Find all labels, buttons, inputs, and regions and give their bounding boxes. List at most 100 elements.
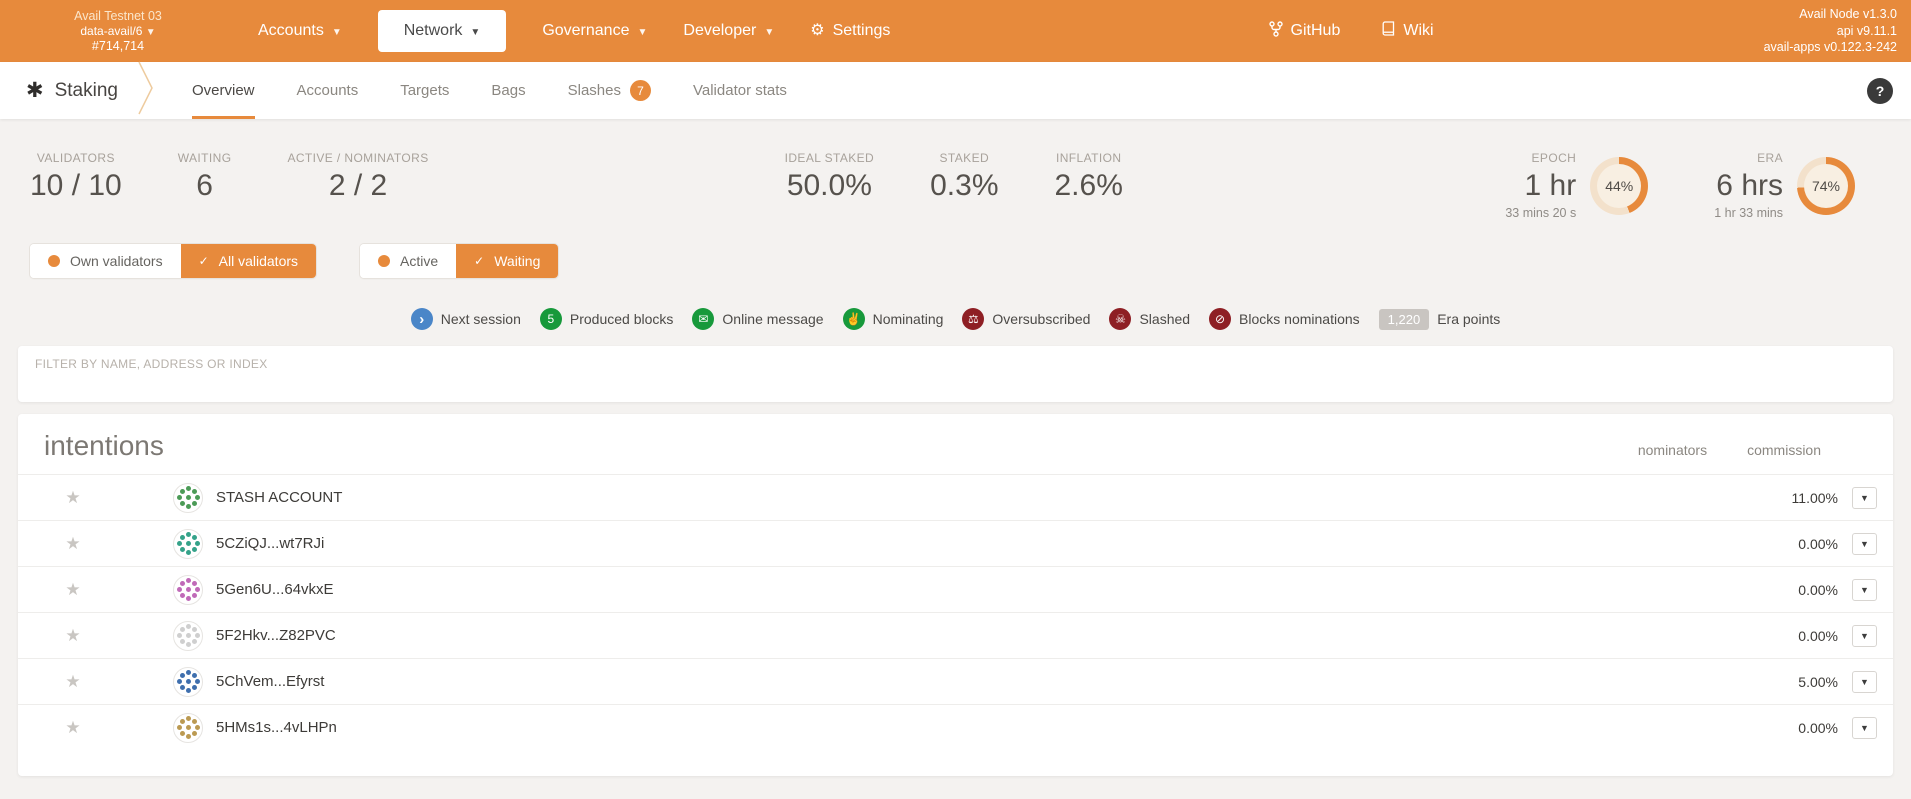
nav-item-settings[interactable]: ⚙ Settings	[810, 22, 891, 39]
tab-accounts[interactable]: Accounts	[296, 82, 359, 99]
favorite-star-icon[interactable]: ★	[65, 671, 81, 691]
envelope-icon: ✉	[692, 308, 715, 330]
staking-icon: ✱	[26, 79, 44, 102]
filter-card	[18, 346, 1893, 402]
check-icon: ✓	[474, 254, 485, 268]
account-name: 5Gen6U...64vkxE	[216, 581, 334, 598]
stat-era: ERA 6 hrs 1 hr 33 mins 74%	[1714, 151, 1855, 220]
block-number: #714,714	[91, 38, 145, 53]
identicon[interactable]	[173, 482, 203, 513]
nav-item-governance[interactable]: Governance ▼	[542, 22, 648, 39]
table-header: intentions nominators commission	[18, 414, 1893, 474]
stat-validators: VALIDATORS 10 / 10	[30, 151, 122, 202]
radio-dot-icon	[378, 255, 391, 267]
era-points-badge: 1,220	[1378, 308, 1430, 330]
account-name: 5CZiQJ...wt7RJi	[216, 535, 325, 552]
tab-overview[interactable]: Overview	[191, 62, 255, 119]
node-version: Avail Node v1.3.0	[1799, 7, 1897, 22]
state-toggle: Active ✓ Waiting	[360, 244, 559, 278]
expand-row-button[interactable]: ▼	[1852, 716, 1877, 739]
own-validators-button[interactable]: Own validators	[30, 244, 181, 278]
breadcrumb-chevron-icon	[136, 60, 156, 121]
wiki-link[interactable]: Wiki	[1382, 21, 1434, 41]
legend-slashed: ☠ Slashed	[1109, 308, 1190, 330]
radio-dot-icon	[48, 255, 60, 267]
column-header-commission: commission	[1747, 442, 1821, 458]
stat-inflation: INFLATION 2.6%	[1054, 151, 1123, 202]
legend-blocks-nominations: ⊘ Blocks nominations	[1209, 308, 1360, 330]
commission-value: 0.00%	[1798, 719, 1838, 736]
identicon[interactable]	[173, 712, 203, 743]
help-button[interactable]: ?	[1867, 77, 1893, 104]
commission-value: 5.00%	[1798, 673, 1838, 690]
chevron-down-icon: ▼	[1860, 722, 1869, 733]
staking-summary: VALIDATORS 10 / 10 WAITING 6 ACTIVE / NO…	[0, 119, 1911, 220]
account-name: 5ChVem...Efyrst	[216, 673, 325, 690]
table-row[interactable]: ★ 5HMs1s...4vLHPn 0.00% ▼	[18, 704, 1893, 750]
table-row[interactable]: ★ STASH ACCOUNT 11.00% ▼	[18, 474, 1893, 520]
legend-online-message: ✉ Online message	[692, 308, 824, 330]
epoch-progress-donut: 44%	[1590, 157, 1649, 215]
filter-input[interactable]	[35, 357, 1876, 371]
favorite-star-icon[interactable]: ★	[65, 717, 81, 737]
tab-validator-stats[interactable]: Validator stats	[692, 82, 787, 99]
stat-epoch: EPOCH 1 hr 33 mins 20 s 44%	[1505, 151, 1649, 220]
github-link[interactable]: GitHub	[1268, 20, 1340, 42]
expand-row-button[interactable]: ▼	[1852, 670, 1877, 693]
chevron-down-icon: ▼	[331, 26, 342, 38]
expand-row-button[interactable]: ▼	[1852, 578, 1877, 601]
chevron-down-icon: ▼	[764, 26, 775, 38]
git-fork-icon	[1268, 20, 1283, 42]
network-selector[interactable]: Avail Testnet 03 data-avail/6 ▼ #714,714	[0, 9, 236, 54]
all-validators-button[interactable]: ✓ All validators	[180, 244, 317, 278]
legend-nominating: ✌ Nominating	[842, 308, 943, 330]
favorite-star-icon[interactable]: ★	[65, 579, 81, 599]
slashes-count-badge: 7	[629, 80, 651, 101]
tab-list: Overview Accounts Targets Bags Slashes 7…	[191, 62, 787, 119]
api-version: api v9.11.1	[1836, 23, 1897, 38]
waiting-button[interactable]: ✓ Waiting	[456, 244, 559, 278]
top-header-bar: Avail Testnet 03 data-avail/6 ▼ #714,714…	[0, 0, 1911, 62]
tab-bags[interactable]: Bags	[491, 82, 526, 99]
chevron-down-icon: ▼	[1860, 584, 1869, 595]
stat-staked: STAKED 0.3%	[930, 151, 999, 202]
account-name: STASH ACCOUNT	[216, 489, 343, 506]
nav-item-developer[interactable]: Developer ▼	[683, 22, 775, 39]
hand-icon: ✌	[842, 308, 865, 330]
nav-item-network[interactable]: Network ▼	[377, 10, 507, 52]
version-info: Avail Node v1.3.0 api v9.11.1 avail-apps…	[1764, 6, 1897, 56]
favorite-star-icon[interactable]: ★	[65, 625, 81, 645]
commission-value: 0.00%	[1798, 581, 1838, 598]
commission-value: 11.00%	[1791, 489, 1838, 506]
table-row[interactable]: ★ 5ChVem...Efyrst 5.00% ▼	[18, 658, 1893, 704]
skull-icon: ☠	[1109, 308, 1132, 330]
nav-item-accounts[interactable]: Accounts ▼	[258, 22, 342, 39]
expand-row-button[interactable]: ▼	[1852, 532, 1877, 555]
expand-row-button[interactable]: ▼	[1852, 624, 1877, 647]
identicon[interactable]	[173, 620, 203, 651]
chain-name: data-avail/6 ▼	[80, 23, 156, 38]
section-title: ✱ Staking	[26, 79, 118, 102]
expand-row-button[interactable]: ▼	[1852, 486, 1877, 509]
table-title: intentions	[44, 430, 164, 461]
chevron-down-icon: ▼	[1860, 630, 1869, 641]
account-name: 5HMs1s...4vLHPn	[216, 719, 337, 736]
table-row[interactable]: ★ 5CZiQJ...wt7RJi 0.00% ▼	[18, 520, 1893, 566]
legend-era-points: 1,220 Era points	[1378, 308, 1500, 330]
active-button[interactable]: Active	[360, 244, 457, 278]
tab-slashes[interactable]: Slashes 7	[568, 62, 651, 119]
favorite-star-icon[interactable]: ★	[65, 487, 81, 507]
legend-next-session: › Next session	[410, 308, 521, 330]
chevron-down-icon: ▼	[470, 26, 481, 38]
tab-targets[interactable]: Targets	[400, 82, 450, 99]
table-row[interactable]: ★ 5Gen6U...64vkxE 0.00% ▼	[18, 566, 1893, 612]
chevron-down-icon: ▼	[1860, 538, 1869, 549]
commission-value: 0.00%	[1798, 627, 1838, 644]
favorite-star-icon[interactable]: ★	[65, 533, 81, 553]
identicon[interactable]	[173, 666, 203, 697]
network-name: Avail Testnet 03	[74, 8, 162, 23]
identicon[interactable]	[173, 574, 203, 605]
book-icon	[1382, 21, 1395, 41]
table-row[interactable]: ★ 5F2Hkv...Z82PVC 0.00% ▼	[18, 612, 1893, 658]
identicon[interactable]	[173, 528, 203, 559]
